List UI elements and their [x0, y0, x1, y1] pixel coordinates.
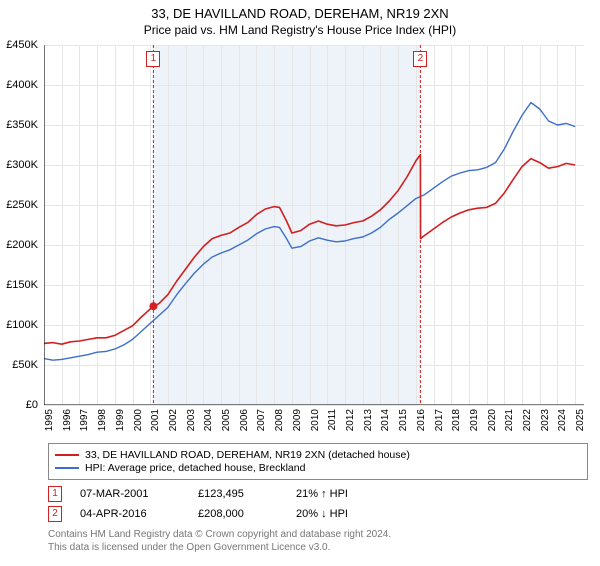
x-tick-label: 1997 [79, 409, 90, 431]
table-row: 1 07-MAR-2001 £123,495 21% ↑ HPI [48, 486, 588, 502]
legend-label: HPI: Average price, detached house, Brec… [85, 462, 305, 474]
x-tick-label: 2004 [203, 409, 214, 431]
x-tick-label: 2010 [310, 409, 321, 431]
x-tick-label: 2002 [168, 409, 179, 431]
vertical-marker-label: 1 [146, 51, 160, 67]
x-tick-label: 2024 [557, 409, 568, 431]
x-tick-label: 2011 [327, 409, 338, 431]
legend-swatch [55, 467, 79, 469]
legend: 33, DE HAVILLAND ROAD, DEREHAM, NR19 2XN… [48, 443, 588, 480]
x-tick-label: 1996 [62, 409, 73, 431]
y-axis-labels: £0£50K£100K£150K£200K£250K£300K£350K£400… [0, 45, 40, 405]
x-tick-label: 2000 [133, 409, 144, 431]
y-tick-label: £100K [6, 319, 38, 331]
sale-marker-icon: 2 [48, 506, 62, 522]
x-tick-label: 2003 [186, 409, 197, 431]
sale-price: £123,495 [198, 488, 278, 500]
sale-date: 04-APR-2016 [80, 508, 180, 520]
x-tick-label: 2025 [575, 409, 586, 431]
x-tick-label: 2006 [239, 409, 250, 431]
legend-item: 33, DE HAVILLAND ROAD, DEREHAM, NR19 2XN… [55, 449, 581, 461]
y-tick-label: £150K [6, 279, 38, 291]
x-tick-label: 2015 [398, 409, 409, 431]
x-tick-label: 2022 [522, 409, 533, 431]
footer-line: Contains HM Land Registry data © Crown c… [48, 528, 588, 541]
x-tick-label: 2020 [487, 409, 498, 431]
price-chart: £0£50K£100K£150K£200K£250K£300K£350K£400… [44, 45, 584, 405]
x-tick-label: 2001 [150, 409, 161, 431]
x-tick-label: 2014 [380, 409, 391, 431]
x-tick-label: 2007 [256, 409, 267, 431]
plot-svg [44, 45, 584, 405]
table-row: 2 04-APR-2016 £208,000 20% ↓ HPI [48, 506, 588, 522]
x-tick-label: 2018 [451, 409, 462, 431]
x-tick-label: 2016 [416, 409, 427, 431]
y-tick-label: £350K [6, 119, 38, 131]
y-tick-label: £250K [6, 199, 38, 211]
sale-price: £208,000 [198, 508, 278, 520]
sale-delta: 21% ↑ HPI [296, 488, 348, 500]
x-tick-label: 2012 [345, 409, 356, 431]
legend-swatch [55, 454, 79, 456]
x-tick-label: 1998 [97, 409, 108, 431]
x-tick-label: 1995 [44, 409, 55, 431]
x-tick-label: 2021 [504, 409, 515, 431]
legend-label: 33, DE HAVILLAND ROAD, DEREHAM, NR19 2XN… [85, 449, 410, 461]
page-subtitle: Price paid vs. HM Land Registry's House … [0, 23, 600, 37]
y-tick-label: £50K [12, 359, 38, 371]
y-tick-label: £300K [6, 159, 38, 171]
x-axis-labels: 1995 1996 1997 1998 1999 2000 2001 2002 2003 2004… [44, 405, 584, 439]
y-tick-label: £0 [26, 399, 38, 411]
x-tick-label: 2009 [292, 409, 303, 431]
sale-marker-icon: 1 [48, 486, 62, 502]
x-tick-label: 2005 [221, 409, 232, 431]
x-tick-label: 2008 [274, 409, 285, 431]
sale-delta: 20% ↓ HPI [296, 508, 348, 520]
footer: Contains HM Land Registry data © Crown c… [48, 528, 588, 554]
y-tick-label: £400K [6, 79, 38, 91]
footer-line: This data is licensed under the Open Gov… [48, 541, 588, 554]
x-tick-label: 2019 [469, 409, 480, 431]
page-title: 33, DE HAVILLAND ROAD, DEREHAM, NR19 2XN [0, 6, 600, 21]
legend-item: HPI: Average price, detached house, Brec… [55, 462, 581, 474]
sale-date: 07-MAR-2001 [80, 488, 180, 500]
y-tick-label: £450K [6, 39, 38, 51]
sales-table: 1 07-MAR-2001 £123,495 21% ↑ HPI 2 04-AP… [48, 486, 588, 522]
x-tick-label: 2017 [434, 409, 445, 431]
x-tick-label: 1999 [115, 409, 126, 431]
x-tick-label: 2023 [540, 409, 551, 431]
y-tick-label: £200K [6, 239, 38, 251]
vertical-marker-label: 2 [413, 51, 427, 67]
x-tick-label: 2013 [363, 409, 374, 431]
